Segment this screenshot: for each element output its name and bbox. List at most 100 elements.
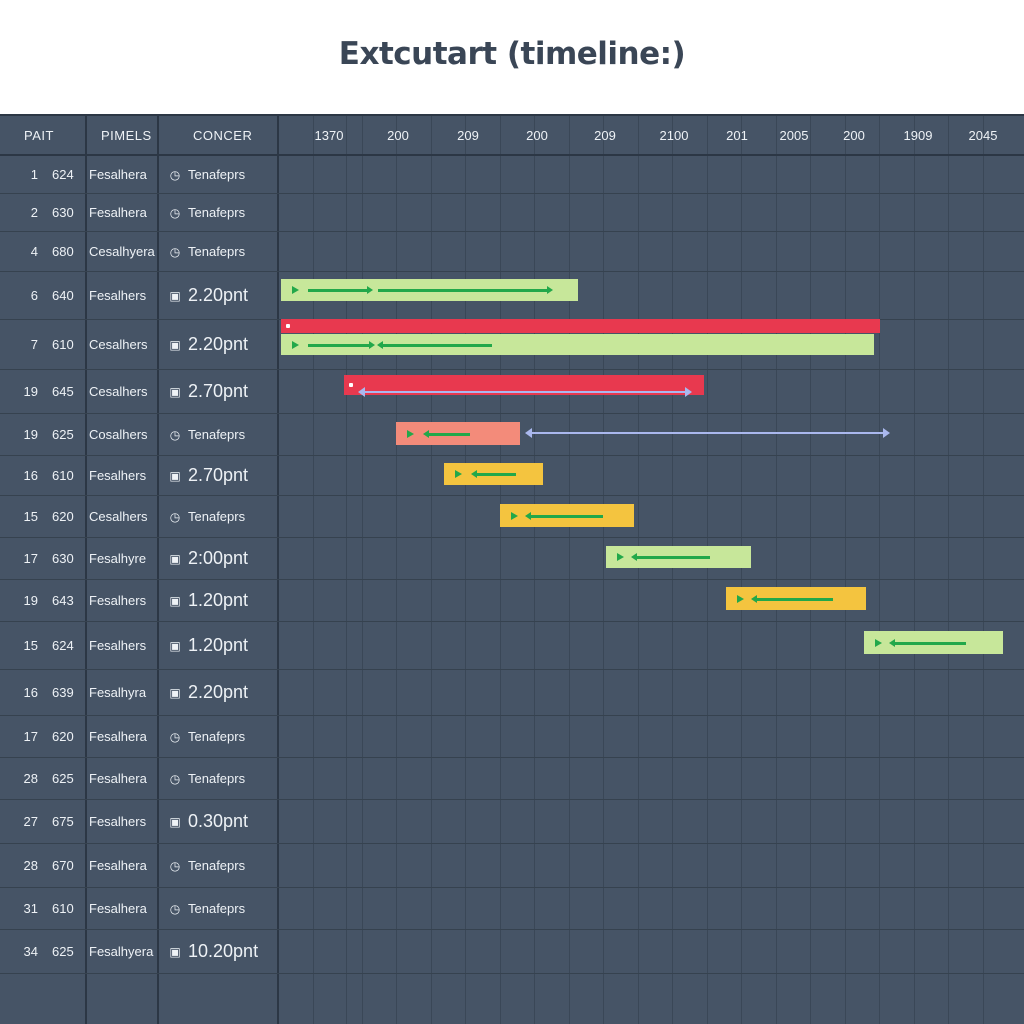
grid-line	[914, 114, 915, 1024]
table-row[interactable]: 15 624 Fesalhers ▣ 1.20pnt	[0, 622, 1024, 670]
column-header-concer[interactable]: CONCER	[193, 128, 253, 143]
column-header-pimels[interactable]: PIMELS	[101, 128, 152, 143]
row-code: 610	[52, 468, 74, 483]
clock-icon: ◷	[169, 509, 181, 524]
clock-icon: ◷	[169, 901, 181, 916]
row-value-text: 2:00pnt	[188, 548, 249, 568]
dependency-link[interactable]	[358, 387, 692, 397]
timeline-tick-label: 201	[726, 128, 748, 143]
timeline-bar[interactable]	[281, 319, 880, 333]
calendar-icon: ▣	[169, 685, 181, 700]
row-code: 625	[52, 771, 74, 786]
row-code: 625	[52, 427, 74, 442]
row-number: 15	[23, 509, 38, 524]
row-name: Fesalhyra	[89, 685, 147, 700]
table-row[interactable]: 19 645 Cesalhers ▣ 2.70pnt	[0, 370, 1024, 414]
column-header-part[interactable]: PAIT	[24, 128, 54, 143]
table-row[interactable]: 2 630 Fesalhera ◷ Tenafeprs	[0, 194, 1024, 232]
grid-line	[983, 114, 984, 1024]
row-value: ▣ 1.20pnt	[168, 622, 248, 669]
table-row[interactable]: 16 639 Fesalhyra ▣ 2.20pnt	[0, 670, 1024, 716]
table-row[interactable]: 15 620 Cesalhers ◷ Tenafeprs	[0, 496, 1024, 538]
row-value-text: Tenafeprs	[188, 858, 246, 873]
play-icon	[407, 429, 414, 438]
table-row[interactable]: 31 610 Fesalhera ◷ Tenafeprs	[0, 888, 1024, 930]
play-icon	[455, 470, 462, 478]
row-number: 19	[23, 427, 38, 442]
timeline-bar[interactable]	[444, 463, 543, 485]
timeline-bar[interactable]	[396, 422, 520, 445]
table-row[interactable]: 19 643 Fesalhers ▣ 1.20pnt	[0, 580, 1024, 622]
calendar-icon: ▣	[169, 551, 181, 566]
row-value-text: Tenafeprs	[188, 509, 246, 524]
table-row[interactable]: 34 625 Fesalhyera ▣ 10.20pnt	[0, 930, 1024, 974]
row-name: Fesalhers	[89, 593, 147, 608]
table-row[interactable]: 28 625 Fesalhera ◷ Tenafeprs	[0, 758, 1024, 800]
table-row[interactable]: 4 680 Cesalhyera ◷ Tenafeprs	[0, 232, 1024, 272]
arrow-right-icon	[308, 340, 375, 349]
bar-start-marker	[349, 383, 353, 387]
table-row[interactable]: 28 670 Fesalhera ◷ Tenafeprs	[0, 844, 1024, 888]
row-code: 610	[52, 901, 74, 916]
row-value-text: 1.20pnt	[188, 635, 249, 655]
table-row[interactable]: 16 610 Fesalhers ▣ 2.70pnt	[0, 456, 1024, 496]
row-number: 34	[23, 944, 38, 959]
timeline-tick-label: 200	[387, 128, 409, 143]
table-row[interactable]: 27 675 Fesalhers ▣ 0.30pnt	[0, 800, 1024, 844]
row-value-text: 0.30pnt	[188, 811, 249, 831]
grid-line	[569, 114, 570, 1024]
row-value-text: Tenafeprs	[188, 771, 246, 786]
column-divider	[157, 114, 159, 1024]
timeline-bar[interactable]	[281, 279, 578, 301]
table-row[interactable]: 1 624 Fesalhera ◷ Tenafeprs	[0, 156, 1024, 194]
grid-line	[741, 114, 742, 1024]
clock-icon: ◷	[169, 427, 181, 442]
play-icon	[511, 511, 518, 520]
table-row[interactable]: 7 610 Cesalhers ▣ 2.20pnt	[0, 320, 1024, 370]
row-code: 640	[52, 288, 74, 303]
row-name: Fesalhyre	[89, 551, 147, 566]
table-row[interactable]: 19 625 Cosalhers ◷ Tenafeprs	[0, 414, 1024, 456]
row-code: 620	[52, 509, 74, 524]
table-row[interactable]: 17 630 Fesalhyre ▣ 2:00pnt	[0, 538, 1024, 580]
row-value: ▣ 0.30pnt	[168, 800, 248, 843]
timeline-tick-label: 2100	[659, 128, 689, 143]
timeline-bar[interactable]	[281, 334, 874, 355]
clock-icon: ◷	[169, 205, 181, 220]
grid-line	[534, 114, 535, 1024]
table-row[interactable]: 17 620 Fesalhera ◷ Tenafeprs	[0, 716, 1024, 758]
row-value: ▣ 10.20pnt	[168, 930, 258, 973]
grid-line	[603, 114, 604, 1024]
calendar-icon: ▣	[169, 814, 181, 829]
timeline-bar[interactable]	[864, 631, 1003, 654]
timeline-bar[interactable]	[344, 375, 704, 395]
row-number: 28	[23, 771, 38, 786]
timeline-tick-label: 2045	[968, 128, 998, 143]
grid-line	[810, 114, 811, 1024]
row-name: Fesalhera	[89, 205, 147, 220]
row-name: Cesalhers	[89, 337, 148, 352]
grid-line	[845, 114, 846, 1024]
row-code: 624	[52, 638, 74, 653]
row-name: Cesalhers	[89, 384, 148, 399]
calendar-icon: ▣	[169, 384, 181, 399]
row-number: 19	[23, 593, 38, 608]
timeline-tick-label: 1909	[903, 128, 933, 143]
clock-icon: ◷	[169, 858, 181, 873]
dependency-link[interactable]	[525, 428, 890, 438]
timeline-bar[interactable]	[606, 546, 751, 568]
row-value: ◷ Tenafeprs	[168, 888, 245, 929]
play-icon	[875, 638, 882, 647]
play-icon	[292, 340, 299, 349]
page-title: Extcutart (timeline:)	[338, 36, 686, 72]
play-icon	[617, 553, 624, 561]
row-name: Cesalhers	[89, 509, 148, 524]
calendar-icon: ▣	[169, 337, 181, 352]
timeline-bar[interactable]	[500, 504, 634, 527]
row-name: Fesalhera	[89, 858, 147, 873]
arrow-right-icon	[308, 286, 373, 294]
timeline-bar[interactable]	[726, 587, 866, 610]
task-list: 1 624 Fesalhera ◷ Tenafeprs 2 630 Fesalhera ◷ Ten…	[0, 156, 1024, 1024]
row-value: ◷ Tenafeprs	[168, 414, 245, 455]
clock-icon: ◷	[169, 771, 181, 786]
